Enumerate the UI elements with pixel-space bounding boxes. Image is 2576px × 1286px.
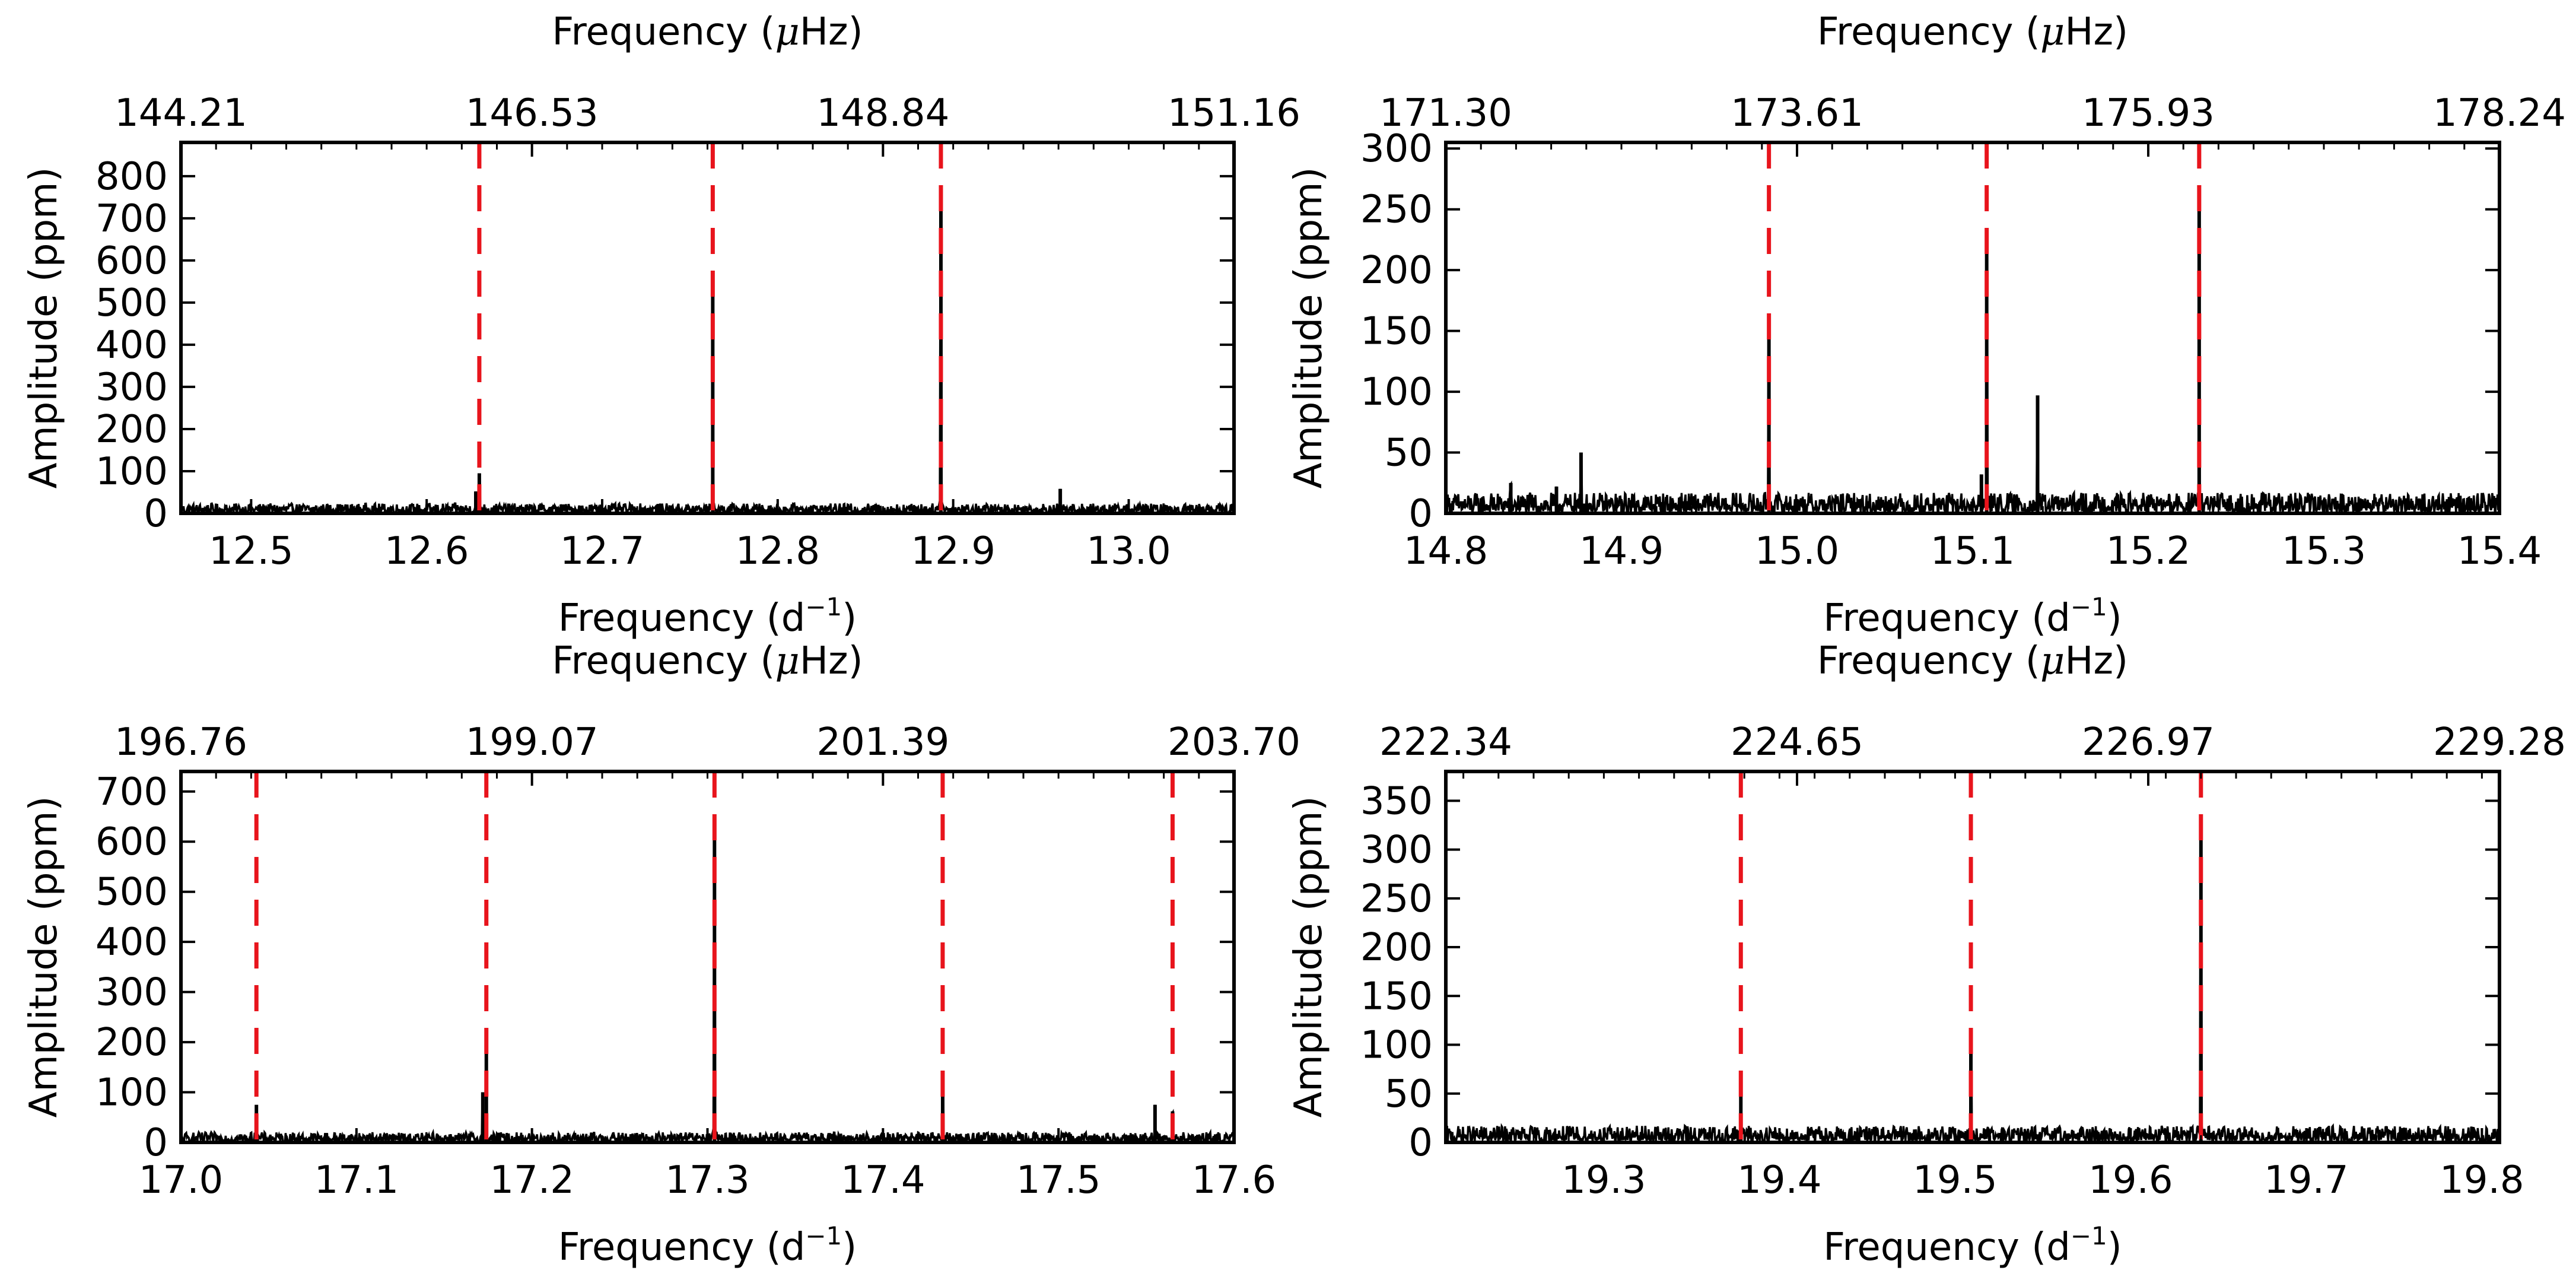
y-tick-label: 500	[96, 281, 168, 325]
y-axis-label: Amplitude (ppm)	[22, 796, 66, 1118]
chart-panel-4: 19.3 19.4 19.5 19.6 19.7 19.8 222.34 224.65 226.…	[1287, 639, 2566, 1269]
top-tick-label: 196.76	[115, 720, 247, 764]
top-tick-label: 151.16	[1168, 91, 1300, 135]
y-tick-label: 100	[96, 450, 168, 494]
y-tick-label: 300	[96, 971, 168, 1015]
axes-frame	[1444, 141, 2501, 515]
chart-panel-1: 12.5 12.6 12.7 12.8 12.9 13.0 144.21 146.53 148.…	[22, 10, 1300, 640]
top-tick-label: 226.97	[2082, 720, 2215, 764]
y-tick-label: 400	[96, 920, 168, 964]
axes-frame	[1444, 770, 2501, 1144]
x-tick-label: 14.9	[1579, 529, 1664, 573]
x-tick-label: 19.3	[1561, 1158, 1646, 1202]
y-tick-label: 100	[1360, 370, 1433, 414]
y-tick-label: 0	[1408, 1121, 1433, 1165]
top-tick-label: 178.24	[2433, 91, 2566, 135]
x-tick-label: 17.5	[1016, 1158, 1101, 1202]
spectrum-line	[181, 205, 1234, 513]
y-axis-label: Amplitude (ppm)	[1287, 796, 1331, 1118]
y-tick-label: 200	[96, 408, 168, 452]
y-tick-label: 300	[1360, 828, 1433, 872]
y-tick-label: 200	[96, 1021, 168, 1065]
top-axis-label: Frequency (μHz)	[1817, 10, 2128, 54]
top-tick-label: 173.61	[1731, 91, 1863, 135]
top-tick-label: 175.93	[2082, 91, 2215, 135]
y-tick-label: 150	[1360, 974, 1433, 1018]
x-tick-label: 17.3	[665, 1158, 750, 1202]
y-tick-label: 700	[96, 770, 168, 814]
y-tick-label: 150	[1360, 310, 1433, 354]
y-tick-label: 50	[1385, 431, 1433, 475]
y-tick-label: 600	[96, 820, 168, 864]
chart-panel-3: 17.0 17.1 17.2 17.3 17.4 17.5 17.6 196.76 199.07…	[22, 639, 1300, 1269]
x-axis-label: Frequency (d−1)	[558, 1221, 857, 1269]
y-tick-label: 200	[1360, 926, 1433, 970]
y-tick-label: 100	[96, 1071, 168, 1115]
x-tick-label: 19.6	[2088, 1158, 2173, 1202]
x-tick-label: 15.0	[1755, 529, 1840, 573]
top-tick-label: 224.65	[1731, 720, 1863, 764]
top-axis-label: Frequency (μHz)	[552, 10, 863, 54]
top-tick-label: 199.07	[466, 720, 599, 764]
y-axis-label: Amplitude (ppm)	[22, 167, 66, 489]
x-tick-label: 19.8	[2440, 1158, 2524, 1202]
x-tick-label: 12.5	[209, 529, 294, 573]
x-axis-label: Frequency (d−1)	[558, 592, 857, 640]
x-tick-label: 14.8	[1404, 529, 1489, 573]
y-tick-label: 800	[96, 155, 168, 199]
x-axis-label: Frequency (d−1)	[1823, 1221, 2122, 1269]
y-tick-label: 100	[1360, 1024, 1433, 1068]
x-tick-label: 17.1	[314, 1158, 399, 1202]
y-tick-label: 250	[1360, 188, 1433, 232]
top-axis-label: Frequency (μHz)	[552, 639, 863, 683]
chart-panel-2: 14.8 14.9 15.0 15.1 15.2 15.3 15.4 171.30 173.61…	[1287, 10, 2566, 640]
top-axis-label: Frequency (μHz)	[1817, 639, 2128, 683]
axes-frame	[179, 141, 1236, 515]
x-axis-label: Frequency (d−1)	[1823, 592, 2122, 640]
y-tick-label: 0	[144, 492, 168, 536]
x-tick-label: 19.5	[1913, 1158, 1998, 1202]
y-tick-label: 0	[1408, 492, 1433, 536]
y-tick-label: 300	[1360, 127, 1433, 171]
y-tick-label: 250	[1360, 877, 1433, 921]
x-tick-label: 17.2	[489, 1158, 574, 1202]
x-tick-label: 15.3	[2282, 529, 2367, 573]
x-tick-label: 15.4	[2457, 529, 2542, 573]
y-tick-label: 400	[96, 323, 168, 367]
top-tick-label: 146.53	[466, 91, 599, 135]
y-tick-label: 50	[1385, 1072, 1433, 1116]
top-tick-label: 201.39	[816, 720, 949, 764]
x-tick-label: 17.6	[1192, 1158, 1277, 1202]
x-tick-label: 12.6	[384, 529, 469, 573]
y-tick-label: 500	[96, 871, 168, 915]
y-axis-label: Amplitude (ppm)	[1287, 167, 1331, 489]
axes-frame	[179, 770, 1236, 1144]
top-tick-label: 229.28	[2433, 720, 2566, 764]
top-tick-label: 222.34	[1379, 720, 1512, 764]
top-tick-label: 203.70	[1168, 720, 1300, 764]
y-tick-label: 350	[1360, 779, 1433, 823]
y-tick-label: 600	[96, 239, 168, 283]
top-tick-label: 144.21	[115, 91, 247, 135]
y-tick-label: 0	[144, 1121, 168, 1165]
spectrum-line	[181, 838, 1234, 1142]
spectrum-line	[1446, 195, 2499, 513]
x-tick-label: 15.2	[2106, 529, 2191, 573]
x-tick-label: 13.0	[1086, 529, 1171, 573]
x-tick-label: 12.8	[736, 529, 820, 573]
top-tick-label: 171.30	[1379, 91, 1512, 135]
x-tick-label: 15.1	[1931, 529, 2015, 573]
x-tick-label: 12.7	[560, 529, 645, 573]
y-tick-label: 700	[96, 197, 168, 241]
x-tick-label: 17.0	[139, 1158, 224, 1202]
y-tick-label: 200	[1360, 249, 1433, 293]
y-tick-label: 300	[96, 366, 168, 409]
x-tick-label: 17.4	[841, 1158, 926, 1202]
x-tick-label: 12.9	[911, 529, 996, 573]
x-tick-label: 19.4	[1737, 1158, 1822, 1202]
x-tick-label: 19.7	[2264, 1158, 2349, 1202]
top-tick-label: 148.84	[816, 91, 949, 135]
